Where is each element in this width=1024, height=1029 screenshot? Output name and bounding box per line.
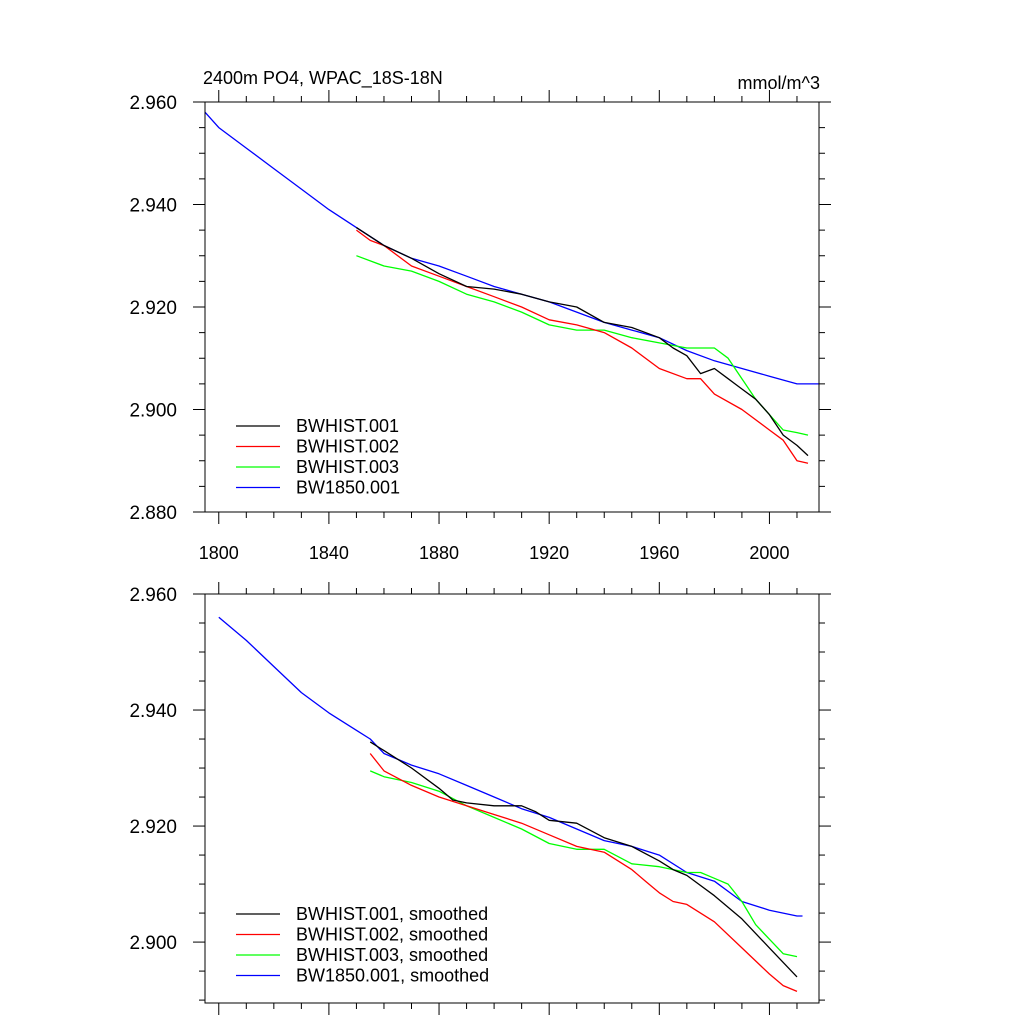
- y-tick-label: 2.900: [129, 401, 177, 422]
- y-tick-label: 2.920: [129, 298, 177, 319]
- x-tick-label: 1880: [419, 543, 459, 563]
- series-line-4: [218, 616, 803, 917]
- series-line-4: [204, 111, 819, 385]
- series-line-1: [369, 741, 798, 978]
- series-line-2: [356, 229, 809, 464]
- top-panel: 2400m PO4, WPAC_18S-18N mmol/m^3 1800 184…: [129, 68, 831, 563]
- top-panel-title: 2400m PO4, WPAC_18S-18N: [203, 68, 443, 89]
- x-tick-label: 2000: [749, 543, 789, 563]
- legend-label: BWHIST.003: [296, 457, 399, 477]
- y-tick-label: 2.960: [129, 93, 177, 114]
- x-tick-label: 1960: [639, 543, 679, 563]
- bottom-panel: 2.900 2.920 2.940 2.960 BWHIST.001, smoothe…: [129, 582, 831, 1015]
- legend-label: BW1850.001, smoothed: [296, 966, 489, 986]
- legend-label: BWHIST.003, smoothed: [296, 945, 488, 965]
- top-panel-series: [204, 111, 819, 464]
- top-panel-units: mmol/m^3: [738, 73, 820, 93]
- series-line-2: [369, 753, 798, 992]
- legend-label: BWHIST.002, smoothed: [296, 925, 488, 945]
- bottom-panel-series: [218, 616, 803, 992]
- series-line-1: [356, 227, 809, 457]
- bottom-panel-frame: [204, 593, 820, 1004]
- bottom-panel-ticks: 2.900 2.920 2.940 2.960: [129, 582, 831, 1015]
- legend-label: BWHIST.001, smoothed: [296, 904, 488, 924]
- y-tick-label: 2.880: [129, 503, 177, 524]
- y-tick-label: 2.900: [129, 933, 177, 954]
- y-tick-label: 2.960: [129, 585, 177, 606]
- x-tick-label: 1840: [309, 543, 349, 563]
- y-tick-label: 2.920: [129, 817, 177, 838]
- legend-label: BW1850.001: [296, 478, 400, 498]
- y-tick-label: 2.940: [129, 701, 177, 722]
- y-tick-label: 2.940: [129, 196, 177, 217]
- top-panel-frame: [204, 101, 820, 513]
- legend-label: BWHIST.002: [296, 437, 399, 457]
- x-tick-label: 1800: [199, 543, 239, 563]
- x-tick-label: 1920: [529, 543, 569, 563]
- legend-label: BWHIST.001: [296, 416, 399, 436]
- top-panel-ticks: 1800 1840 1880 1920 1960 2000 2.880 2.900 2.920 2…: [129, 90, 831, 563]
